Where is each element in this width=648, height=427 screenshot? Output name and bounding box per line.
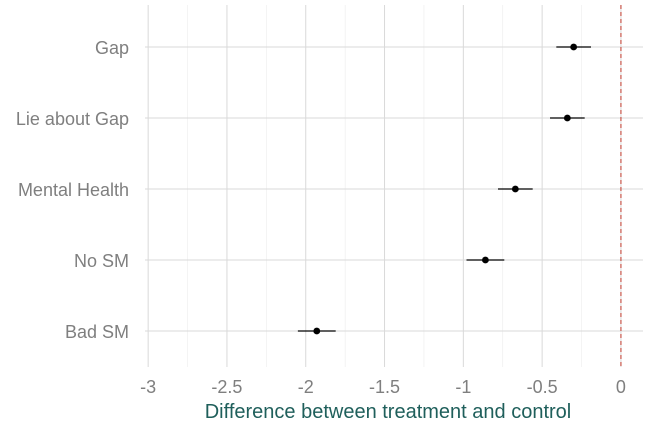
- y-tick-labels: Gap Lie about Gap Mental Health No SM Bad SM: [16, 38, 129, 342]
- estimate-marks: [297, 43, 591, 335]
- estimate-point: [570, 43, 578, 51]
- x-tick-label: -3: [140, 377, 156, 397]
- y-tick-label: Gap: [95, 38, 129, 58]
- x-axis-title: Difference between treatment and control: [205, 401, 572, 423]
- x-tick-label: -1: [455, 377, 471, 397]
- y-tick-label: No SM: [74, 251, 129, 271]
- y-tick-label: Lie about Gap: [16, 109, 129, 129]
- estimate-point: [313, 327, 321, 335]
- vertical-gridlines: [147, 5, 622, 367]
- x-tick-label: -1.5: [369, 377, 400, 397]
- y-tick-label: Bad SM: [65, 322, 129, 342]
- estimate-point: [563, 114, 571, 122]
- horizontal-gridlines: [145, 46, 643, 332]
- y-tick-label: Mental Health: [18, 180, 129, 200]
- x-tick-label: -0.5: [527, 377, 558, 397]
- x-tick-label: 0: [616, 377, 626, 397]
- x-tick-labels: -3 -2.5 -2 -1.5 -1 -0.5 0: [140, 377, 626, 397]
- x-tick-label: -2.5: [211, 377, 242, 397]
- estimate-point: [482, 256, 489, 264]
- estimate-point: [511, 185, 519, 193]
- x-tick-label: -2: [298, 377, 314, 397]
